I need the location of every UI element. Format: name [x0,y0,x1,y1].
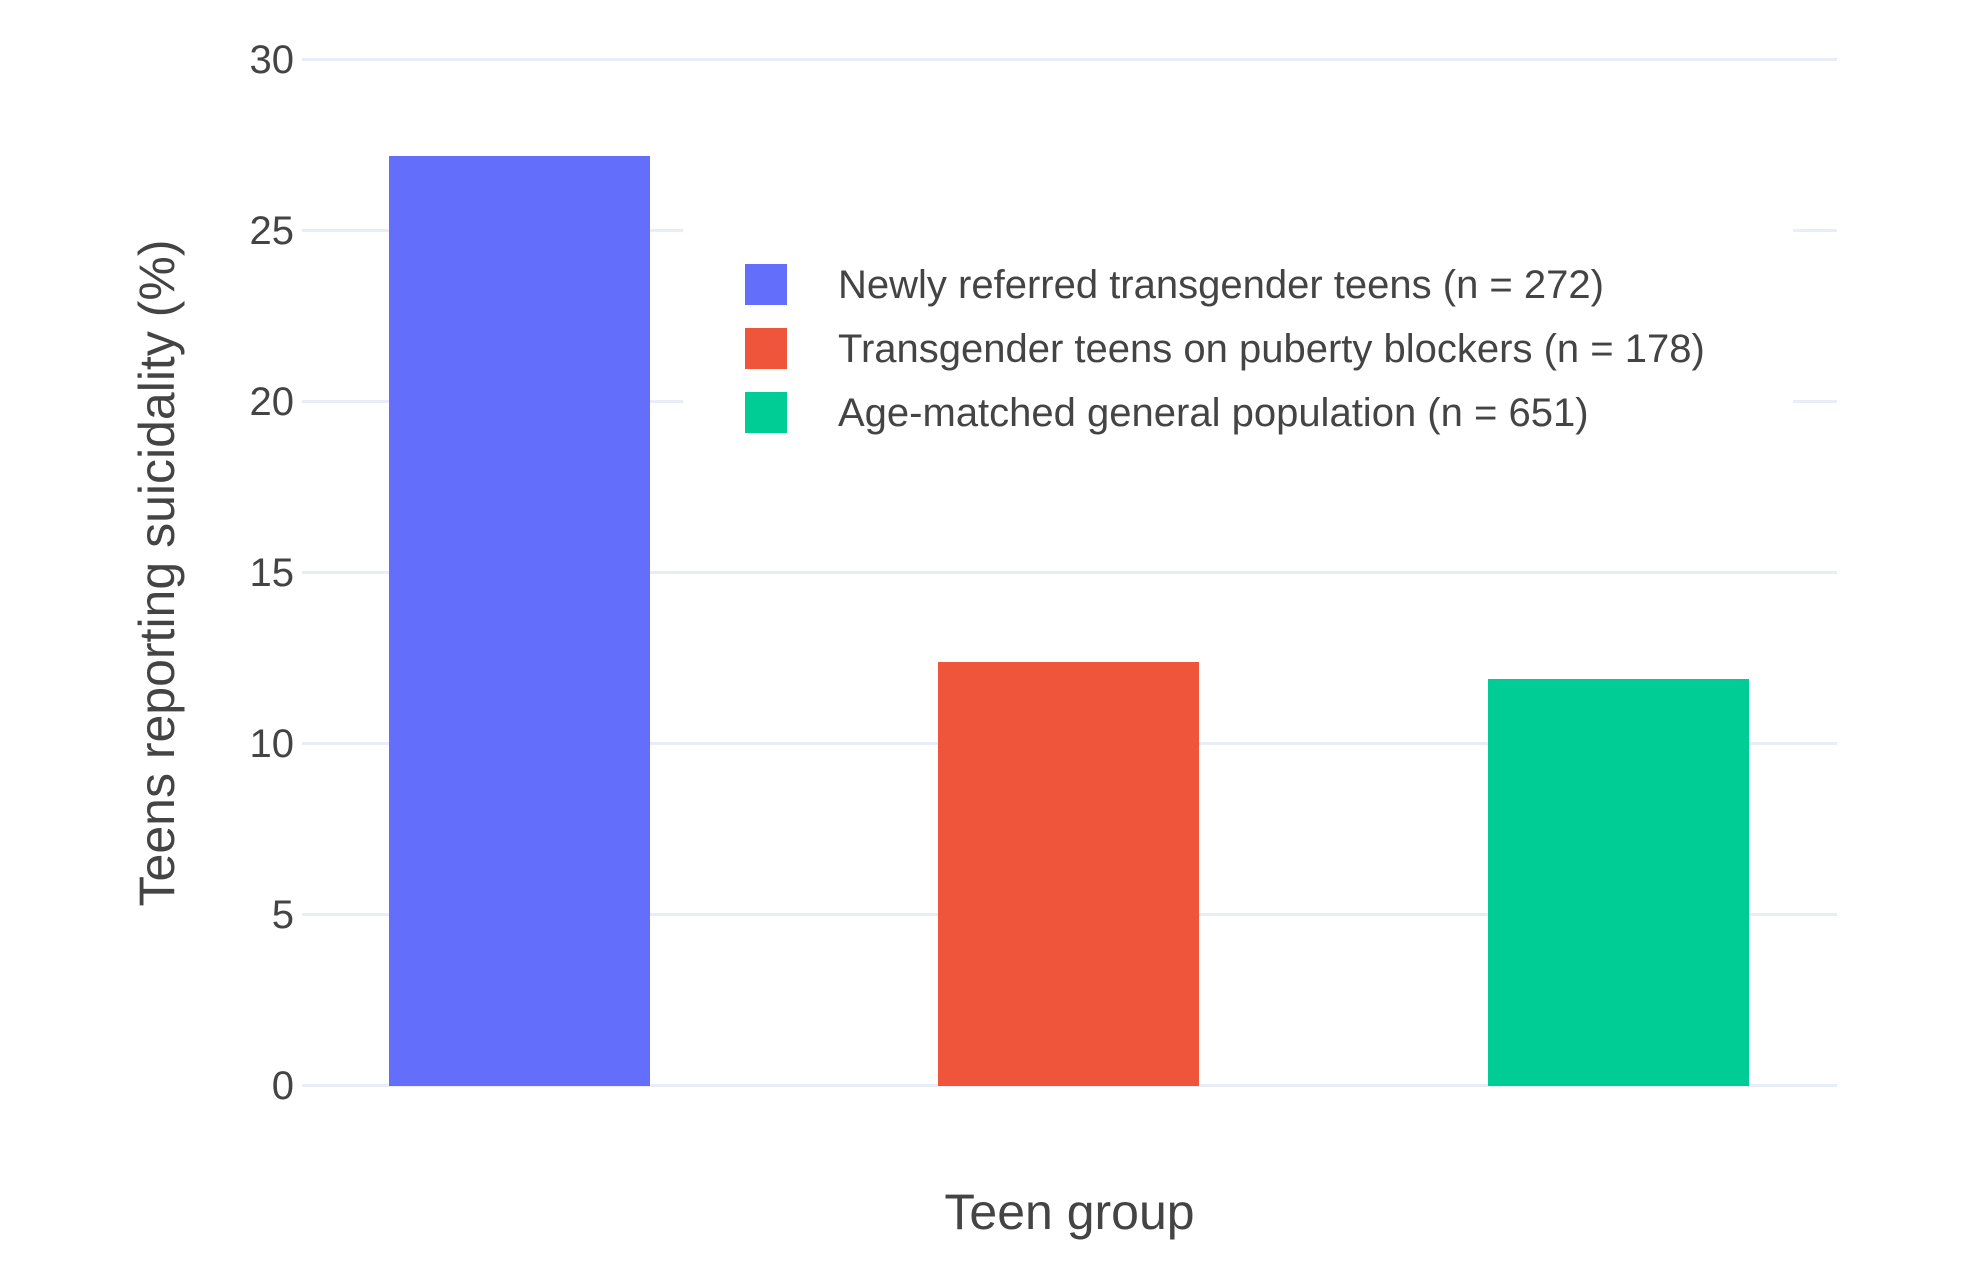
y-tick-label: 20 [249,380,295,424]
legend-swatch-general-population [745,392,787,433]
legend-label: Age-matched general population (n = 651) [838,390,1589,435]
legend-background [683,205,1793,460]
y-tick-label: 5 [271,893,294,937]
bar-series-2 [1488,679,1749,1086]
y-tick-label: 10 [249,722,295,766]
legend-label: Newly referred transgender teens (n = 27… [838,262,1604,307]
bar-series-1 [938,661,1199,1086]
y-tick-label: 25 [249,209,295,253]
y-tick-label: 0 [271,1064,294,1108]
y-tick-label: 15 [249,551,295,595]
y-tick-label: 30 [249,38,295,82]
legend-swatch-puberty-blockers [745,328,787,369]
gridline [302,571,1837,574]
legend-swatch-newly-referred [745,264,787,305]
legend: Newly referred transgender teens (n = 27… [745,264,1705,456]
x-axis-title: Teen group [944,1184,1195,1240]
legend-item-general-population[interactable]: Age-matched general population (n = 651) [745,392,1705,433]
legend-label: Transgender teens on puberty blockers (n… [838,326,1705,371]
y-axis-title: Teens reporting suicidality (%) [129,239,185,907]
gridline [302,58,1837,61]
legend-item-puberty-blockers[interactable]: Transgender teens on puberty blockers (n… [745,328,1705,369]
legend-item-newly-referred[interactable]: Newly referred transgender teens (n = 27… [745,264,1705,305]
bar-series-0 [389,155,650,1086]
